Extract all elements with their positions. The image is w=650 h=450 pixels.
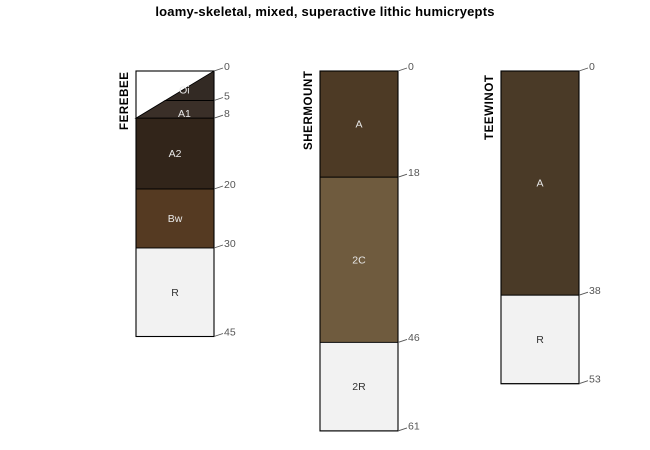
horizon-label-r: R [171,287,179,299]
horizon-label-a: A [536,178,543,190]
horizon-label-a: A [355,119,362,131]
page-title: loamy-skeletal, mixed, superactive lithi… [155,4,495,19]
horizon-a [500,70,580,296]
depth-label-53: 53 [589,373,601,385]
horizon-r [135,247,215,337]
depth-label-18: 18 [408,167,420,179]
depth-tick-8 [213,114,224,119]
horizon-label-2c: 2C [352,254,366,266]
horizon-label-oi: Oi [179,84,190,96]
horizon-label-r: R [536,334,544,346]
depth-tick-45 [213,333,224,337]
depth-tick-61 [397,427,408,432]
depth-label-46: 46 [408,332,420,344]
horizon-label-bw: Bw [168,213,183,225]
depth-tick-46 [397,338,408,343]
profile-frame [135,70,215,338]
soil-profile-shermount: A 2C 2R 0 18 46 61 SHERMOUNT [303,61,420,433]
soil-profile-teewinot: A R 0 38 53 TEEWINOT [484,61,601,386]
depth-label-45: 45 [224,326,236,338]
depth-label-38: 38 [589,285,601,297]
depth-label-20: 20 [224,179,236,191]
horizon-label-2r: 2R [352,381,366,393]
depth-label-0: 0 [224,61,230,73]
horizon-a1 [134,100,215,119]
depth-tick-53 [578,380,589,385]
profile-name-ferebee: FEREBEE [119,71,131,130]
horizon-r [500,294,580,385]
horizon-label-a1: A1 [178,108,191,120]
depth-label-8: 8 [224,108,230,120]
depth-label-5: 5 [224,90,230,102]
depth-tick-18 [397,173,408,178]
depth-label-61: 61 [408,421,420,433]
depth-tick-0 [397,67,408,72]
profile-frame [500,70,580,385]
horizon-label-a2: A2 [169,148,182,160]
soil-profile-ferebee: Oi A1 A2 Bw R 0 5 8 20 30 45 FEREBEE [119,61,236,339]
depth-tick-5 [213,97,224,101]
profile-name-shermount: SHERMOUNT [303,70,315,150]
horizon-a2 [135,117,215,190]
profile-name-teewinot: TEEWINOT [484,75,496,141]
depth-tick-20 [213,185,224,190]
depth-label-0: 0 [408,61,414,73]
depth-label-0: 0 [589,61,595,73]
depth-tick-30 [213,244,224,249]
depth-label-30: 30 [224,238,236,250]
horizon-oi [163,70,215,101]
profile-frame [319,70,399,432]
profiles-group: Oi A1 A2 Bw R 0 5 8 20 30 45 FEREBEE A 2C 2R 0 18 46 61 SHE… [119,61,601,433]
depth-tick-38 [578,291,589,296]
depth-tick-0 [578,67,589,72]
depth-tick-0 [213,67,224,72]
